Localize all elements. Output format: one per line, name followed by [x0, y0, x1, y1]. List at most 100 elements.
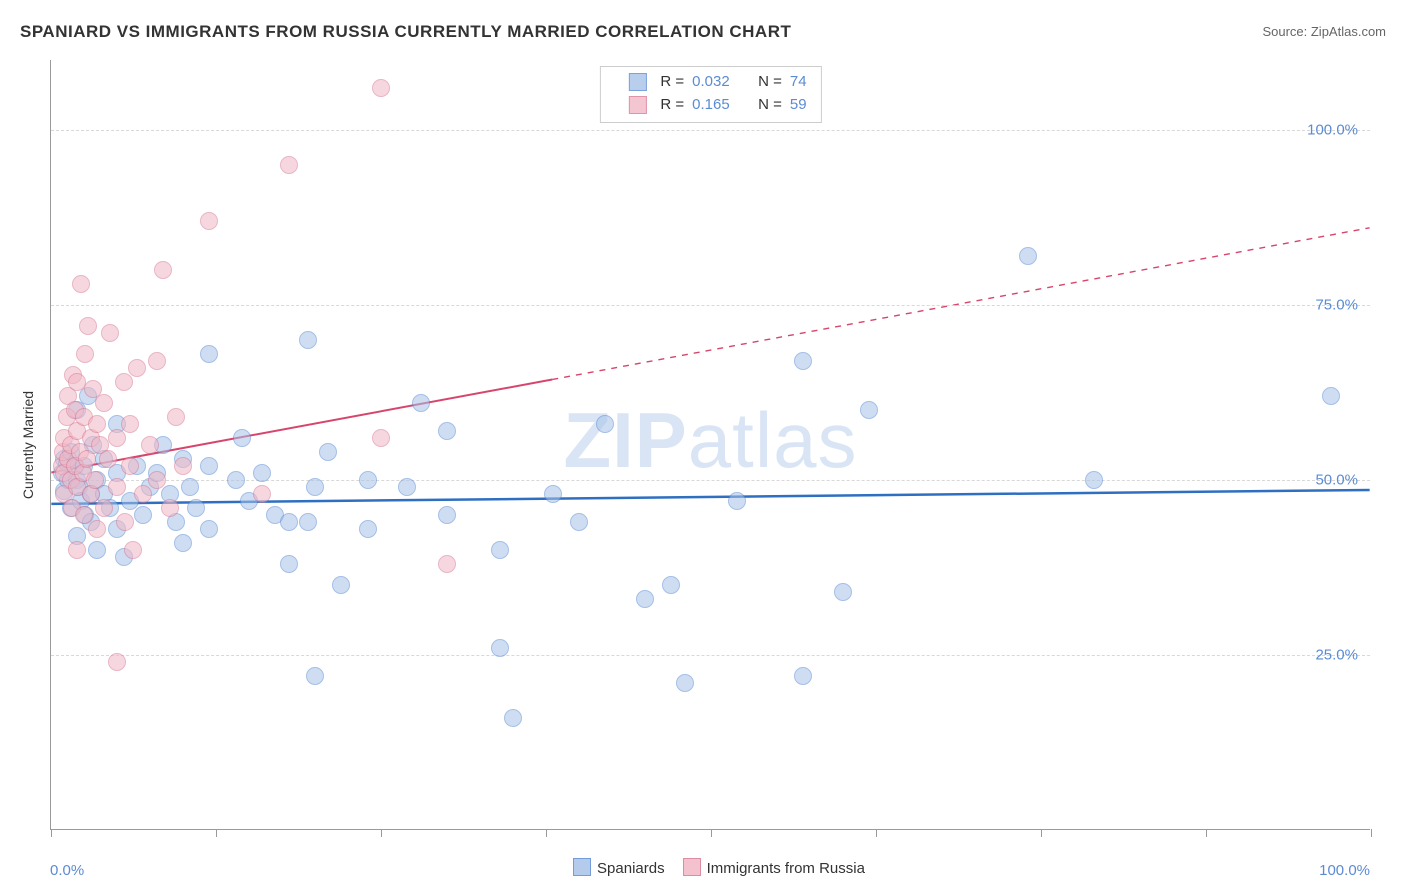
data-point-russia — [86, 471, 104, 489]
data-point-spaniards — [794, 352, 812, 370]
data-point-spaniards — [332, 576, 350, 594]
data-point-russia — [134, 485, 152, 503]
gridline — [51, 305, 1370, 306]
data-point-spaniards — [504, 709, 522, 727]
data-point-spaniards — [1085, 471, 1103, 489]
y-tick-label: 50.0% — [1315, 472, 1358, 489]
y-tick-label: 100.0% — [1307, 122, 1358, 139]
data-point-spaniards — [860, 401, 878, 419]
data-point-spaniards — [299, 331, 317, 349]
data-point-russia — [78, 450, 96, 468]
data-point-russia — [99, 450, 117, 468]
data-point-russia — [372, 429, 390, 447]
data-point-russia — [72, 275, 90, 293]
data-point-russia — [115, 373, 133, 391]
x-tick — [51, 829, 52, 837]
data-point-spaniards — [200, 345, 218, 363]
data-point-spaniards — [544, 485, 562, 503]
r-value: 0.165 — [692, 94, 740, 117]
data-point-spaniards — [319, 443, 337, 461]
data-point-spaniards — [491, 639, 509, 657]
legend-label-russia: Immigrants from Russia — [707, 860, 865, 877]
data-point-russia — [76, 345, 94, 363]
data-point-spaniards — [306, 667, 324, 685]
data-point-russia — [116, 513, 134, 531]
data-point-spaniards — [491, 541, 509, 559]
stats-legend-box: R = 0.032N = 74R = 0.165N = 59 — [599, 66, 821, 123]
data-point-spaniards — [233, 429, 251, 447]
data-point-spaniards — [181, 478, 199, 496]
data-point-spaniards — [438, 506, 456, 524]
data-point-russia — [101, 324, 119, 342]
x-tick — [216, 829, 217, 837]
source-label: Source: ZipAtlas.com — [1262, 24, 1386, 39]
y-axis-label-wrap: Currently Married — [18, 60, 38, 830]
data-point-russia — [253, 485, 271, 503]
data-point-spaniards — [227, 471, 245, 489]
data-point-spaniards — [306, 478, 324, 496]
data-point-russia — [200, 212, 218, 230]
data-point-spaniards — [359, 471, 377, 489]
bottom-legend: Spaniards Immigrants from Russia — [50, 858, 1370, 877]
data-point-spaniards — [794, 667, 812, 685]
data-point-russia — [108, 429, 126, 447]
trend-line-russia-extrapolated — [552, 228, 1369, 380]
data-point-russia — [124, 541, 142, 559]
data-point-spaniards — [662, 576, 680, 594]
x-tick — [876, 829, 877, 837]
x-tick — [546, 829, 547, 837]
gridline — [51, 655, 1370, 656]
data-point-spaniards — [412, 394, 430, 412]
data-point-russia — [154, 261, 172, 279]
gridline — [51, 130, 1370, 131]
data-point-spaniards — [728, 492, 746, 510]
legend-label-spaniards: Spaniards — [597, 860, 665, 877]
data-point-spaniards — [174, 534, 192, 552]
r-value: 0.032 — [692, 71, 740, 94]
legend-swatch-spaniards — [628, 73, 646, 91]
data-point-russia — [148, 352, 166, 370]
x-tick — [1371, 829, 1372, 837]
data-point-russia — [280, 156, 298, 174]
plot-area: ZIPatlas R = 0.032N = 74R = 0.165N = 59 … — [50, 60, 1370, 830]
data-point-spaniards — [398, 478, 416, 496]
data-point-russia — [121, 415, 139, 433]
data-point-russia — [88, 415, 106, 433]
data-point-russia — [167, 408, 185, 426]
gridline — [51, 480, 1370, 481]
stats-row-spaniards: R = 0.032N = 74 — [610, 71, 806, 94]
data-point-spaniards — [834, 583, 852, 601]
data-point-spaniards — [187, 499, 205, 517]
legend-swatch-russia — [628, 96, 646, 114]
data-point-russia — [108, 653, 126, 671]
y-axis-label: Currently Married — [20, 391, 36, 499]
data-point-russia — [95, 394, 113, 412]
data-point-russia — [108, 478, 126, 496]
data-point-spaniards — [134, 506, 152, 524]
data-point-spaniards — [636, 590, 654, 608]
data-point-russia — [121, 457, 139, 475]
r-label: R = — [660, 94, 684, 117]
data-point-russia — [161, 499, 179, 517]
data-point-spaniards — [676, 674, 694, 692]
legend-swatch-spaniards — [573, 858, 591, 876]
chart-title: SPANIARD VS IMMIGRANTS FROM RUSSIA CURRE… — [20, 22, 791, 42]
data-point-russia — [68, 541, 86, 559]
data-point-russia — [79, 317, 97, 335]
data-point-russia — [95, 499, 113, 517]
r-label: R = — [660, 71, 684, 94]
data-point-spaniards — [1019, 247, 1037, 265]
stats-row-russia: R = 0.165N = 59 — [610, 94, 806, 117]
data-point-spaniards — [438, 422, 456, 440]
data-point-spaniards — [280, 513, 298, 531]
data-point-spaniards — [570, 513, 588, 531]
x-tick — [1041, 829, 1042, 837]
data-point-russia — [141, 436, 159, 454]
n-value: 74 — [790, 71, 807, 94]
data-point-spaniards — [200, 520, 218, 538]
data-point-spaniards — [88, 541, 106, 559]
x-tick — [711, 829, 712, 837]
data-point-spaniards — [299, 513, 317, 531]
y-tick-label: 25.0% — [1315, 647, 1358, 664]
data-point-spaniards — [253, 464, 271, 482]
